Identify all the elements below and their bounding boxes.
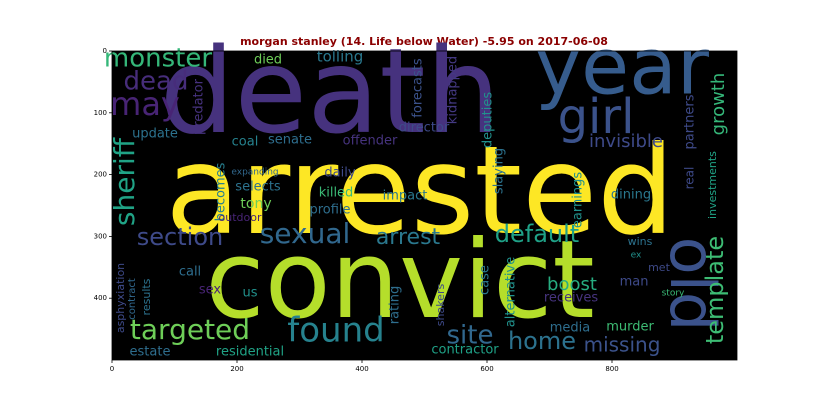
word: dead	[124, 67, 189, 97]
word: contractor	[431, 343, 499, 358]
word: growth	[708, 73, 729, 136]
y-tick-label: 100	[94, 109, 107, 117]
word: targeted	[130, 313, 250, 346]
word: slaying	[492, 148, 507, 194]
word: man	[620, 275, 649, 290]
word: kidnapped	[446, 56, 461, 124]
word: impact	[383, 189, 428, 204]
word: sex	[199, 283, 222, 298]
word: real	[683, 167, 697, 190]
word: partners	[683, 94, 698, 149]
word: boost	[547, 274, 597, 295]
y-tick-label: 400	[94, 294, 107, 302]
word: default	[495, 220, 579, 248]
word: invisible	[589, 131, 663, 152]
x-tick-label: 600	[480, 365, 493, 373]
word: arrest	[376, 225, 441, 250]
word: section	[137, 223, 223, 251]
x-tick-label: 800	[605, 365, 618, 373]
word: girl	[558, 89, 635, 145]
x-tick-label: 400	[355, 365, 368, 373]
image-background	[112, 51, 737, 360]
axes-frame	[111, 50, 738, 361]
y-tick-label: 0	[103, 47, 107, 55]
word: ex	[631, 251, 642, 261]
word: death	[160, 22, 501, 160]
word: rating	[388, 286, 403, 325]
word: site	[447, 321, 494, 351]
word: contract	[127, 278, 138, 320]
word: selects	[235, 180, 281, 195]
word: update	[132, 127, 178, 142]
word: may	[110, 85, 180, 123]
word: asphyxiation	[114, 263, 127, 333]
word: killed	[319, 186, 354, 201]
word: receives	[544, 291, 599, 306]
word: director	[399, 121, 450, 136]
word: alternative	[504, 257, 519, 327]
x-tick-label: 0	[110, 365, 114, 373]
word: arrested	[165, 120, 674, 262]
word: home	[508, 327, 576, 355]
word: tolling	[317, 48, 364, 66]
word: us	[242, 286, 257, 301]
word: becomes	[214, 162, 229, 221]
word: convict	[205, 218, 595, 343]
word: deputies	[481, 92, 496, 148]
word: estate	[130, 345, 171, 360]
word: media	[550, 321, 591, 336]
word: predator	[192, 78, 207, 135]
chart-title: morgan stanley (14. Life below Water) -5…	[240, 35, 608, 48]
x-tick-label: 200	[230, 365, 243, 373]
word: daily	[324, 166, 355, 181]
word: dining	[611, 188, 651, 203]
word: investments	[706, 151, 719, 219]
word: earnings	[571, 172, 586, 228]
word: expanding	[231, 168, 278, 178]
word: template	[701, 236, 729, 344]
word: forecasts	[411, 58, 426, 118]
word: found	[287, 311, 384, 351]
y-tick-label: 300	[94, 232, 107, 240]
word: call	[179, 265, 201, 280]
word: old	[656, 237, 729, 332]
word: profile	[309, 203, 350, 218]
word: wins	[628, 235, 653, 248]
word: shakers	[434, 284, 447, 327]
word: met	[648, 261, 670, 274]
y-tick-label: 200	[94, 171, 107, 179]
word: year	[535, 22, 710, 112]
word: murder	[606, 320, 654, 335]
word: sheriff	[108, 137, 141, 226]
word: sexual	[260, 217, 351, 250]
word: tony	[240, 196, 271, 212]
word: residential	[216, 345, 284, 360]
word: died	[254, 53, 282, 68]
word: case	[478, 265, 493, 295]
word: results	[140, 278, 153, 315]
word: monster	[104, 44, 212, 74]
word: coal	[232, 135, 259, 150]
word: offender	[343, 134, 398, 149]
word: story	[662, 289, 685, 299]
word: senate	[268, 133, 312, 148]
word: outdoor	[219, 211, 262, 224]
word: missing	[584, 333, 661, 357]
